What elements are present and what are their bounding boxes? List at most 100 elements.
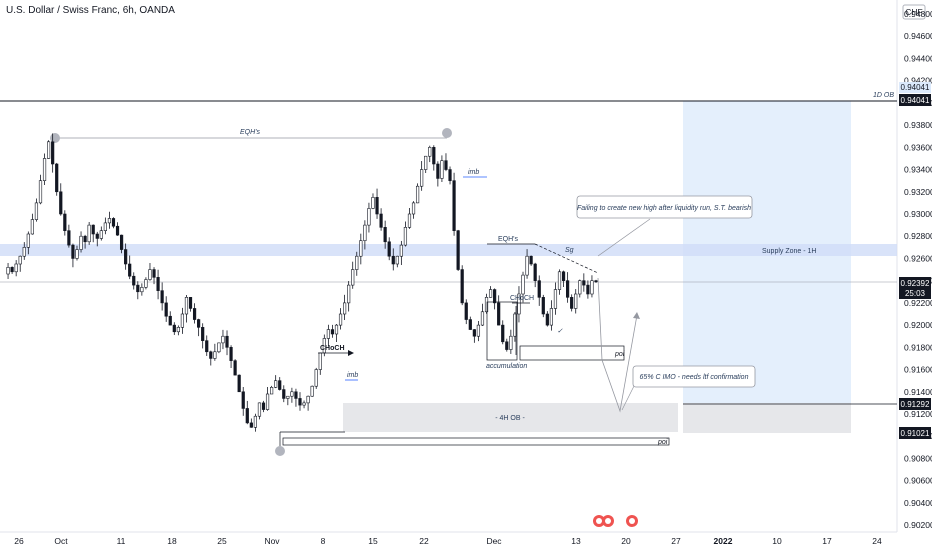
candle-down [152,269,156,278]
candle-up [140,287,144,293]
candle-up [184,297,189,315]
candle-down [233,360,237,376]
note-imo-box[interactable] [632,365,756,388]
candle-down [201,327,205,341]
candle-up [6,267,10,275]
time-tick-label: 17 [822,536,832,546]
price-tick-label: 0.90400 [904,498,932,508]
ob-1d-price-tag [899,94,931,106]
candle-up [326,329,330,339]
currency-badge[interactable] [902,4,926,20]
time-tick-label: Nov [264,536,280,546]
check-mark: ✓ [557,328,563,335]
ob-4h-zone [343,403,678,432]
candle-up [286,395,290,399]
price-tick-label: 0.93800 [904,120,932,130]
candle-up [411,202,416,215]
stop-price-value: 0.91021 [901,429,930,438]
price-tick-label: 0.93600 [904,142,932,152]
candle-down [391,255,395,265]
projection-arrow-head [633,312,640,319]
candle-down [282,389,286,399]
target-price-value: 0.91292 [901,400,930,409]
candle-down [67,230,71,246]
candle-down [115,225,120,236]
candle-down [460,269,464,304]
poi-bottom-label: poi [657,439,668,446]
candle-up [549,308,553,326]
poi-bottom-box [282,437,670,446]
candle-up [351,269,355,286]
candle-up [395,255,399,265]
candle-up [47,141,51,159]
candle-down [432,147,436,165]
eqh-right-marker[interactable] [442,128,452,138]
candle-up [407,213,412,228]
sg-label: Sg [565,247,574,254]
candle-up [38,180,43,204]
candle-up [480,311,485,326]
time-tick-label: 11 [117,536,126,546]
imb-nov-label: imb [347,372,358,379]
price-tick-label: 0.92800 [904,231,932,241]
candle-down [111,218,116,227]
candle-down [245,408,249,424]
candle-down [229,347,233,361]
candle-down [124,249,128,265]
time-axis[interactable]: 26 Oct 11 18 25 Nov 8 15 22 Dec 13 20 27 2022 10 17 24 [14,536,882,546]
candle-up [176,327,180,333]
candle-up [148,269,152,280]
candle-up [484,297,489,313]
note-bearish-box[interactable] [576,195,753,219]
poi-right-box [519,345,625,361]
time-tick-label: 26 [14,536,24,546]
candle-down [55,163,59,193]
candle-down [541,297,545,315]
candle-down [582,280,586,286]
eqh-dec-label: EQH's [498,236,519,243]
price-tick-label: 0.94400 [904,53,932,63]
candle-up [180,313,185,328]
candle-up [265,393,270,410]
candle-up [363,224,367,241]
price-tick-label: 0.93400 [904,165,932,175]
time-tick-label: 25 [217,536,227,546]
candle-up [30,219,34,235]
stop-zone-shade [683,403,851,433]
candle-up [14,263,18,273]
candle-up [517,293,521,315]
candle-down [383,227,387,243]
candle-down [472,329,476,337]
candle-up [34,202,39,220]
eqh-top-label: EQH's [240,129,261,136]
candle-up [318,352,322,370]
time-tick-label: 27 [671,536,681,546]
candle-up [314,369,318,387]
ob-1d-price: 0.94041 [901,96,930,105]
candle-down [537,280,541,298]
candle-up [334,324,339,335]
price-tick-label: 0.90800 [904,453,932,463]
candle-down [566,280,570,298]
candle-down [164,302,168,317]
price-tick-label: 0.92600 [904,253,932,263]
candle-up [107,218,112,224]
candle-up [525,255,529,276]
note-imo-text: 65% C IMO - needs ltf confirmation [640,374,749,381]
price-tick-label: 0.94800 [904,9,932,19]
candle-up [26,233,30,248]
candle-up [338,313,343,326]
candle-down [160,290,164,304]
candle-down [594,280,598,283]
price-tick-label: 0.91400 [904,387,932,397]
nov-low-marker[interactable] [275,446,285,456]
candle-up [509,335,513,350]
target-price-tag [899,398,931,410]
economic-events-icon-group[interactable] [593,515,638,527]
candle-down [375,197,379,215]
ob-1d-price-faded: 0.94041 [901,83,930,92]
candle-up [274,380,278,388]
choch-nov-arrow [348,350,354,356]
candle-down [83,235,87,243]
